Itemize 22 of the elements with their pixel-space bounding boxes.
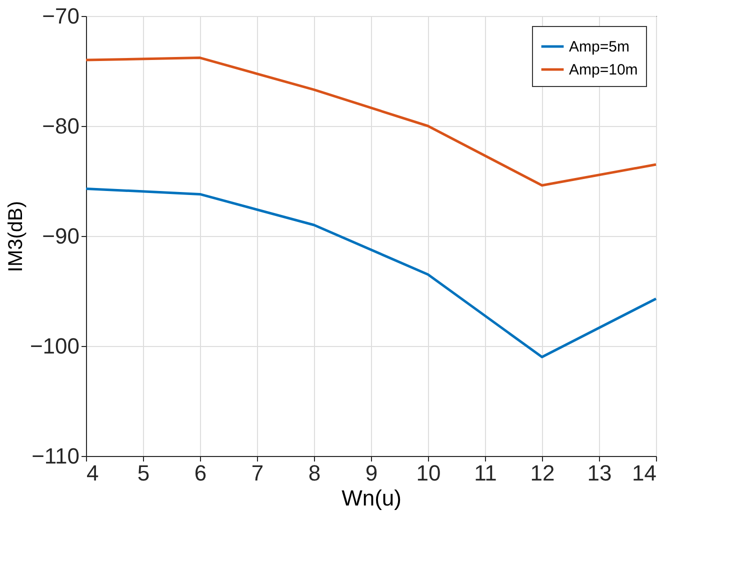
- x-tick-label: 5: [137, 460, 150, 486]
- y-tick-label: −70: [42, 4, 80, 28]
- x-tick-label: 11: [474, 460, 497, 486]
- x-tick-label: 6: [194, 460, 207, 486]
- y-tick-label: −110: [32, 444, 80, 468]
- x-tick-label: 12: [530, 460, 555, 486]
- x-axis-title: Wn(u): [342, 486, 402, 510]
- y-tick-label: −90: [42, 224, 80, 248]
- line-series: [84, 56, 658, 187]
- legend-label: Amp=5m: [569, 38, 630, 56]
- legend-label: Amp=10m: [569, 62, 638, 78]
- x-tick-label: 14: [632, 460, 656, 486]
- x-tick-label: 7: [251, 460, 264, 486]
- x-tick-label: 13: [587, 460, 612, 486]
- y-axis-title: IM3(dB): [4, 200, 27, 272]
- x-tick-label: 10: [416, 460, 441, 486]
- x-tick-label: 4: [86, 460, 99, 486]
- y-tick-label: −80: [42, 114, 80, 138]
- x-tick-label: 8: [308, 460, 321, 486]
- y-tick-label: −100: [30, 334, 80, 358]
- line-series: [84, 187, 658, 358]
- x-tick-label: 9: [365, 460, 378, 486]
